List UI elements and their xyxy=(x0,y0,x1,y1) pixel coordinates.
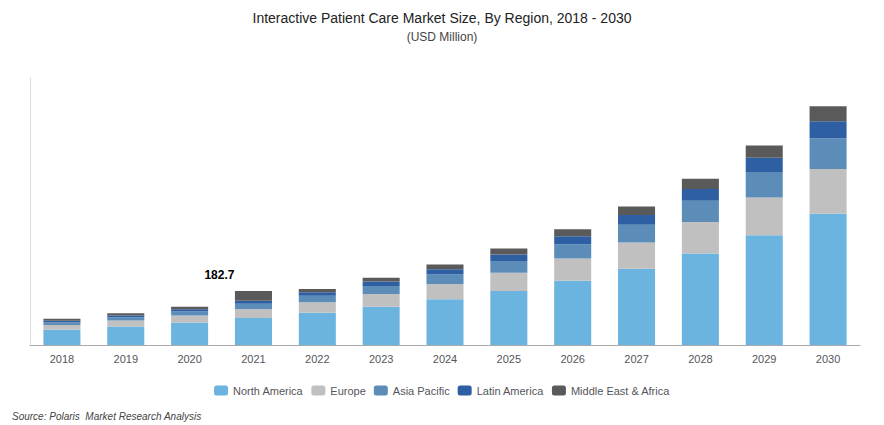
svg-text:2029: 2029 xyxy=(752,353,776,365)
svg-text:Interactive Patient Care Marke: Interactive Patient Care Market Size, By… xyxy=(253,10,632,26)
svg-text:Source: Polaris Market Resear: Source: Polaris Market Research Analysis xyxy=(12,411,201,422)
svg-text:2023: 2023 xyxy=(369,353,393,365)
svg-text:2022: 2022 xyxy=(305,353,329,365)
svg-text:2019: 2019 xyxy=(114,353,138,365)
svg-text:Asia Pacific: Asia Pacific xyxy=(393,385,450,397)
svg-text:2030: 2030 xyxy=(816,353,840,365)
svg-text:182.7: 182.7 xyxy=(204,268,234,282)
svg-text:2025: 2025 xyxy=(497,353,521,365)
svg-text:2026: 2026 xyxy=(560,353,584,365)
svg-text:2018: 2018 xyxy=(50,353,74,365)
svg-text:Latin America: Latin America xyxy=(477,385,545,397)
svg-text:2027: 2027 xyxy=(624,353,648,365)
svg-text:North America: North America xyxy=(233,385,304,397)
svg-text:Europe: Europe xyxy=(330,385,365,397)
svg-text:2024: 2024 xyxy=(433,353,457,365)
svg-text:2021: 2021 xyxy=(241,353,265,365)
svg-text:Middle East & Africa: Middle East & Africa xyxy=(571,385,670,397)
svg-text:2028: 2028 xyxy=(688,353,712,365)
svg-text:(USD Million): (USD Million) xyxy=(407,30,478,44)
svg-text:2020: 2020 xyxy=(177,353,201,365)
